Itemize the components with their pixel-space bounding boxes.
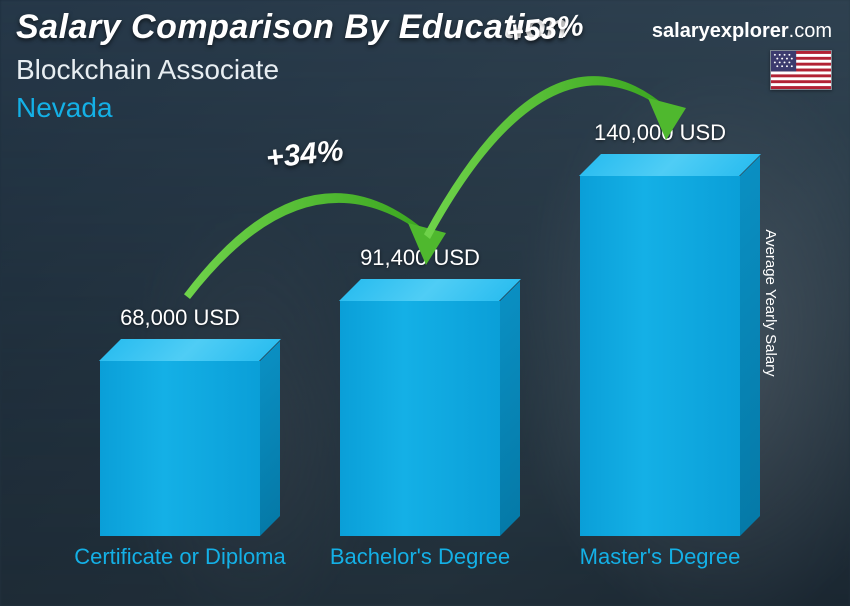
- subtitle-location: Nevada: [16, 92, 113, 124]
- bar-category-label: Master's Degree: [550, 544, 770, 570]
- flag-icon: [770, 50, 832, 90]
- bar-side: [740, 156, 760, 536]
- bar-category-label: Bachelor's Degree: [310, 544, 530, 570]
- brand-name: salaryexplorer: [652, 20, 789, 42]
- percent-increase-badge: +34%: [264, 134, 345, 176]
- bar-category-label: Certificate or Diploma: [70, 544, 290, 570]
- bar-slot: 140,000 USD: [580, 176, 740, 536]
- brand-label: salaryexplorer.com: [652, 20, 832, 43]
- bar-side: [500, 281, 520, 536]
- subtitle-role: Blockchain Associate: [16, 54, 279, 86]
- bar-slot: 91,400 USD: [340, 301, 500, 536]
- bar-value-label: 140,000 USD: [560, 120, 760, 146]
- bar-top: [579, 154, 761, 176]
- bar-top: [339, 279, 521, 301]
- page-title: Salary Comparison By Education: [16, 8, 568, 47]
- bar-chart: 68,000 USDCertificate or Diploma91,400 U…: [40, 130, 790, 536]
- bar-front: [100, 361, 260, 536]
- bar-front: [580, 176, 740, 536]
- infographic-stage: Salary Comparison By Education Blockchai…: [0, 0, 850, 606]
- bar-slot: 68,000 USD: [100, 361, 260, 536]
- bar-front: [340, 301, 500, 536]
- bar-value-label: 68,000 USD: [80, 305, 280, 331]
- bar-value-label: 91,400 USD: [320, 245, 520, 271]
- brand-suffix: .com: [789, 20, 832, 42]
- bar-top: [99, 339, 281, 361]
- bar-side: [260, 341, 280, 536]
